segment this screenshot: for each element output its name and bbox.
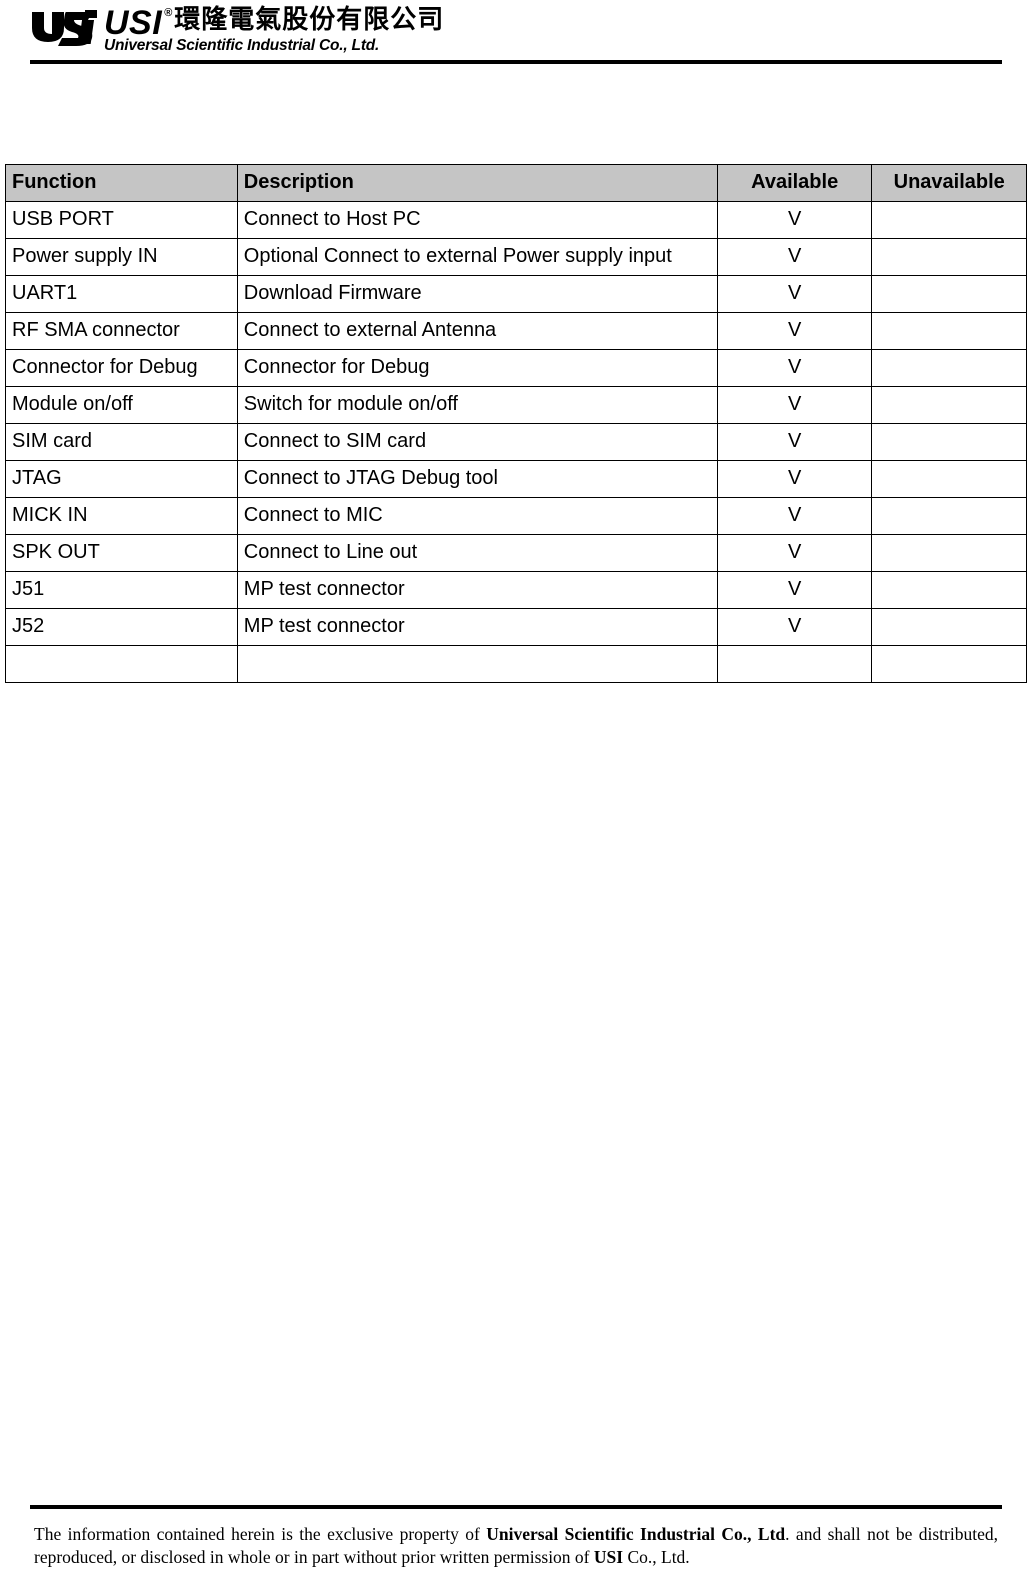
cell-function: Connector for Debug [6,349,238,386]
cell-function: J51 [6,571,238,608]
logo-text-block: USI ® 環隆電氣股份有限公司 Universal Scientific In… [104,6,444,54]
cell-unavailable [872,608,1027,645]
footer-text-post: Co., Ltd. [623,1547,690,1567]
cell-available: V [717,386,872,423]
cell-available: V [717,423,872,460]
footer-company-bold: Universal Scientific Industrial Co., Ltd [486,1524,785,1544]
footer-text-pre: The information contained herein is the … [34,1524,486,1544]
cell-function: JTAG [6,460,238,497]
cell-unavailable [872,534,1027,571]
cell-available: V [717,349,872,386]
cell-available: V [717,312,872,349]
cell-function: SIM card [6,423,238,460]
cell-available: V [717,571,872,608]
cell-function: MICK IN [6,497,238,534]
cell-unavailable [872,571,1027,608]
cell-unavailable [872,423,1027,460]
cell-unavailable [872,460,1027,497]
cell-description: Download Firmware [237,275,717,312]
table-row: SPK OUTConnect to Line outV [6,534,1027,571]
cell-available [717,645,872,682]
logo-subtitle: Universal Scientific Industrial Co., Ltd… [104,38,444,54]
cell-unavailable [872,201,1027,238]
cell-function: UART1 [6,275,238,312]
table-row: Power supply INOptional Connect to exter… [6,238,1027,275]
function-table: Function Description Available Unavailab… [5,164,1027,683]
usi-logo-icon [30,6,98,48]
cell-unavailable [872,238,1027,275]
table-row: USB PORTConnect to Host PCV [6,201,1027,238]
col-header-available: Available [717,164,872,201]
table-row: UART1Download FirmwareV [6,275,1027,312]
cell-description: MP test connector [237,571,717,608]
company-logo-block: USI ® 環隆電氣股份有限公司 Universal Scientific In… [30,6,1002,58]
content-area: Function Description Available Unavailab… [0,64,1032,683]
cell-description: Connect to Host PC [237,201,717,238]
footer-divider [30,1505,1002,1509]
cell-description: Connect to external Antenna [237,312,717,349]
page-header: USI ® 環隆電氣股份有限公司 Universal Scientific In… [0,0,1032,64]
cell-unavailable [872,645,1027,682]
cell-unavailable [872,386,1027,423]
cell-unavailable [872,349,1027,386]
cell-description: Connect to SIM card [237,423,717,460]
logo-registered-mark: ® [164,8,172,19]
table-row [6,645,1027,682]
table-row: Module on/offSwitch for module on/offV [6,386,1027,423]
col-header-function: Function [6,164,238,201]
cell-description: Connect to MIC [237,497,717,534]
cell-function: RF SMA connector [6,312,238,349]
cell-function: SPK OUT [6,534,238,571]
table-row: SIM cardConnect to SIM cardV [6,423,1027,460]
table-header-row: Function Description Available Unavailab… [6,164,1027,201]
cell-description: Optional Connect to external Power suppl… [237,238,717,275]
table-row: J52MP test connectorV [6,608,1027,645]
logo-acronym: USI [104,6,162,40]
cell-function: USB PORT [6,201,238,238]
cell-function [6,645,238,682]
cell-description: Switch for module on/off [237,386,717,423]
cell-available: V [717,608,872,645]
col-header-description: Description [237,164,717,201]
table-row: RF SMA connectorConnect to external Ante… [6,312,1027,349]
cell-function: J52 [6,608,238,645]
cell-available: V [717,497,872,534]
cell-available: V [717,275,872,312]
cell-description: Connector for Debug [237,349,717,386]
table-row: J51MP test connectorV [6,571,1027,608]
cell-description: MP test connector [237,608,717,645]
footer-usi-bold: USI [594,1547,623,1567]
table-row: MICK INConnect to MICV [6,497,1027,534]
table-row: JTAGConnect to JTAG Debug toolV [6,460,1027,497]
cell-available: V [717,238,872,275]
footer-disclaimer: The information contained herein is the … [30,1523,1002,1570]
cell-unavailable [872,275,1027,312]
cell-function: Module on/off [6,386,238,423]
cell-available: V [717,460,872,497]
cell-description: Connect to Line out [237,534,717,571]
table-row: Connector for DebugConnector for DebugV [6,349,1027,386]
logo-chinese-name: 環隆電氣股份有限公司 [174,6,444,32]
cell-description [237,645,717,682]
cell-available: V [717,201,872,238]
cell-unavailable [872,312,1027,349]
cell-description: Connect to JTAG Debug tool [237,460,717,497]
page-footer: The information contained herein is the … [0,1505,1032,1586]
cell-available: V [717,534,872,571]
cell-function: Power supply IN [6,238,238,275]
cell-unavailable [872,497,1027,534]
col-header-unavailable: Unavailable [872,164,1027,201]
